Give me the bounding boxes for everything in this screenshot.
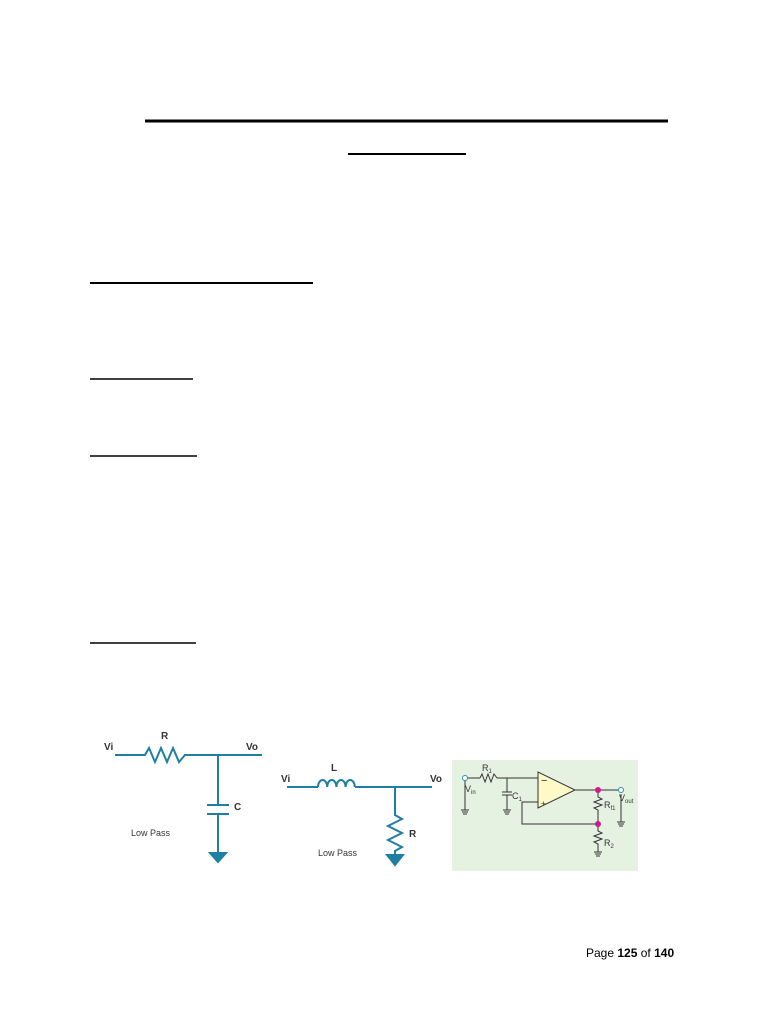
label: Vo xyxy=(430,774,442,785)
footer-text: Page xyxy=(586,946,614,960)
label: Vo xyxy=(246,742,258,753)
label-base: R xyxy=(482,763,489,773)
terminal xyxy=(462,775,468,781)
inductor xyxy=(317,779,356,788)
label-base: R xyxy=(604,838,611,848)
rc-circuit xyxy=(115,745,262,864)
resistor xyxy=(385,787,405,855)
label: Vout xyxy=(619,793,634,805)
label: R xyxy=(161,731,169,742)
node xyxy=(595,821,601,827)
label: Vi xyxy=(281,774,290,785)
label-base: V xyxy=(465,784,471,794)
caption: Low Pass xyxy=(131,828,171,838)
label-base: R xyxy=(604,800,611,810)
label-base: C xyxy=(512,791,519,801)
ground-arrow xyxy=(384,854,406,867)
label-sub: f1 xyxy=(611,806,617,812)
caption: Low Pass xyxy=(318,848,358,858)
label: R1 xyxy=(482,763,493,775)
label-sub: out xyxy=(625,799,634,805)
label: C1 xyxy=(512,791,523,803)
label-sub: in xyxy=(471,790,476,796)
page-number: Page 125 of 140 xyxy=(586,946,674,960)
opamp-circuit xyxy=(461,771,625,857)
label: R xyxy=(409,829,417,840)
footer-total: 140 xyxy=(654,946,674,960)
footer-text: of xyxy=(641,946,652,960)
lr-circuit xyxy=(287,779,432,867)
terminal xyxy=(618,787,624,793)
label-sub: 2 xyxy=(611,844,615,850)
label: Rf1 xyxy=(604,800,616,812)
label: Vin xyxy=(465,784,476,796)
label: L xyxy=(331,763,337,774)
ground-arrow xyxy=(207,852,229,864)
opamp-sign: − xyxy=(541,775,547,787)
label: Vi xyxy=(104,742,113,753)
label: C xyxy=(234,802,241,813)
label-sub: 1 xyxy=(489,769,493,775)
wire-resistor xyxy=(115,745,262,765)
opamp-sign: + xyxy=(541,799,546,808)
label-base: V xyxy=(619,793,625,803)
footer-page: 125 xyxy=(617,946,637,960)
node xyxy=(595,787,601,793)
label-sub: 1 xyxy=(519,797,523,803)
label: R2 xyxy=(604,838,615,850)
